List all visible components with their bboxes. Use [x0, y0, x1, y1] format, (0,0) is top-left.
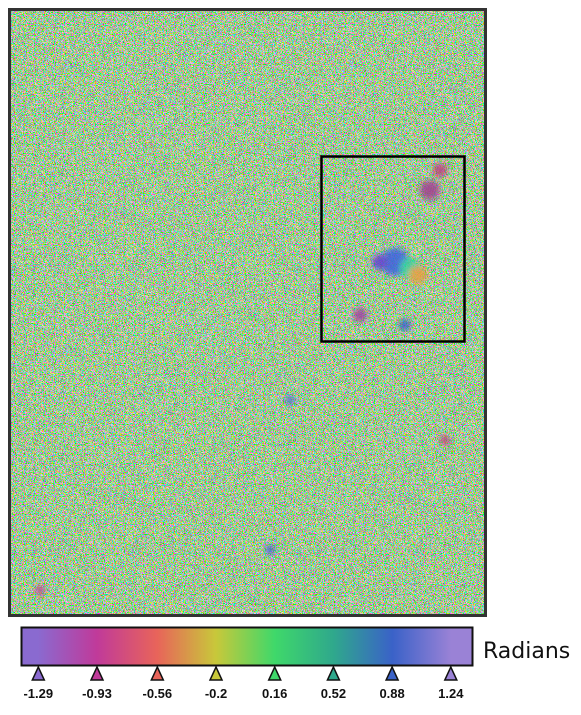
tick-label: -0.56 [143, 686, 173, 701]
colorbar [22, 628, 473, 666]
tick-marker [91, 667, 103, 680]
tick-label: 0.52 [321, 686, 346, 701]
tick-marker [210, 667, 222, 680]
tick-marker [386, 667, 398, 680]
tick-label: -1.29 [23, 686, 53, 701]
tick-marker [269, 667, 281, 680]
phase-noise [11, 11, 484, 614]
tick-marker [445, 667, 457, 680]
interferogram [8, 8, 487, 617]
tick-marker [32, 667, 44, 680]
tick-label: -0.2 [205, 686, 227, 701]
tick-marker [151, 667, 163, 680]
page: Radians -1.29 -0.93 -0.56 -0.2 0.16 0.52 0.88 1… [0, 0, 581, 715]
tick-label: 1.24 [438, 686, 464, 701]
colorbar-label: Radians [483, 639, 570, 664]
tick-marker [327, 667, 339, 680]
tick-label: 0.16 [262, 686, 287, 701]
tick-label: -0.93 [82, 686, 112, 701]
tick-label: 0.88 [379, 686, 404, 701]
